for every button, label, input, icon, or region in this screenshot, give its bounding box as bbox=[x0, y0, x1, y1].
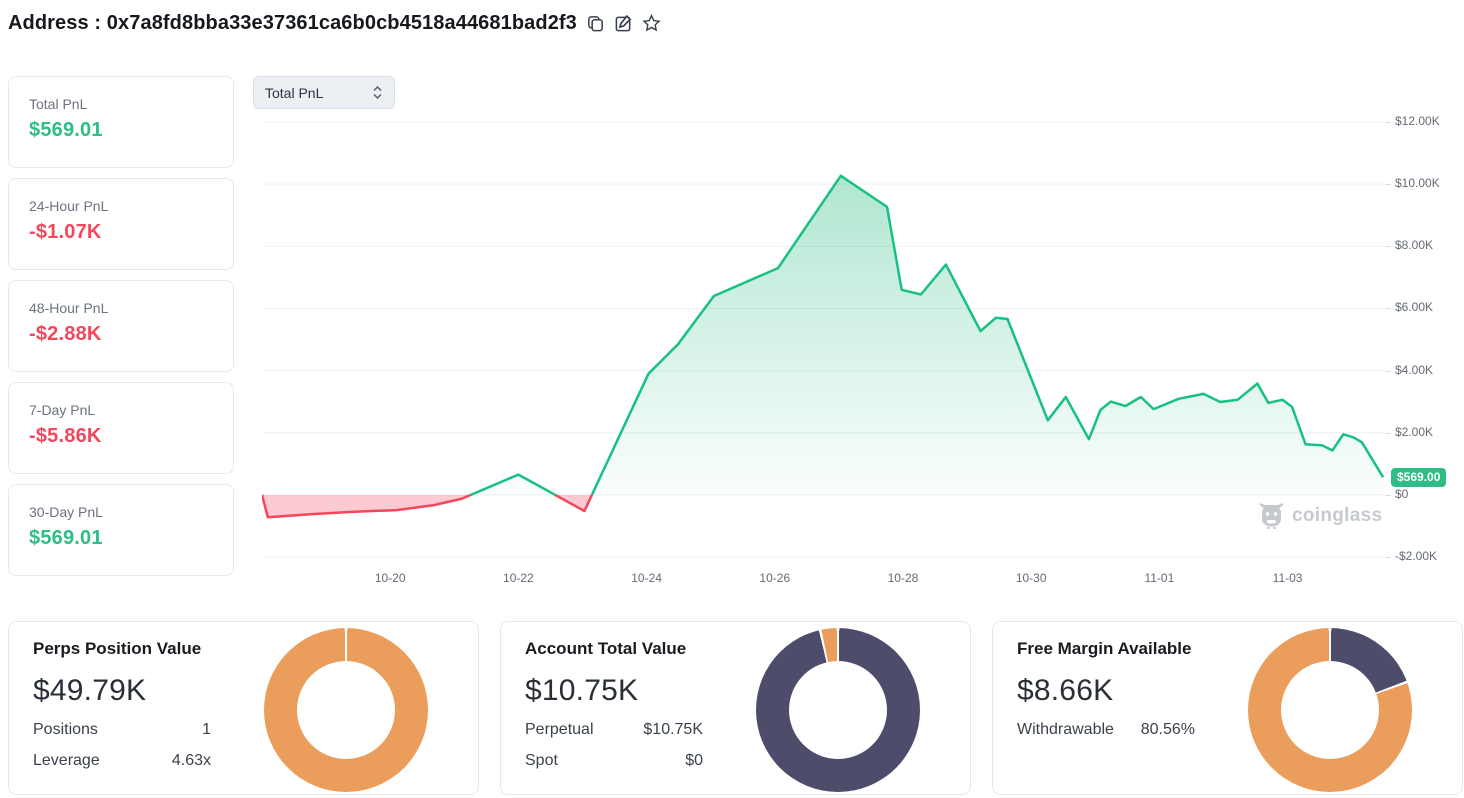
card-free-margin-available: Free Margin Available $8.66K Withdrawabl… bbox=[992, 621, 1463, 795]
pnl-summary-column: Total PnL $569.01 24-Hour PnL -$1.07K 48… bbox=[8, 76, 234, 576]
pnl-card-value: -$2.88K bbox=[29, 323, 102, 345]
pnl-area-chart[interactable] bbox=[262, 110, 1385, 562]
account-total-donut-chart bbox=[756, 628, 920, 792]
y-axis-tick-label: -$2.00K bbox=[1386, 549, 1459, 563]
watermark-text: coinglass bbox=[1292, 504, 1383, 526]
pnl-card-label: 24-Hour PnL bbox=[29, 198, 109, 214]
chart-metric-select[interactable]: Total PnL bbox=[253, 76, 395, 109]
y-axis-tick-label: $12.00K bbox=[1386, 114, 1459, 128]
pnl-card-label: 30-Day PnL bbox=[29, 504, 103, 520]
position-cards-row: Perps Position Value $49.79K Positions 1… bbox=[8, 621, 1464, 795]
coinglass-watermark: coinglass bbox=[1258, 502, 1382, 529]
y-axis-tick-label: $2.00K bbox=[1386, 425, 1459, 439]
y-axis-tick-label: $0 bbox=[1386, 487, 1459, 501]
pnl-card-value: -$5.86K bbox=[29, 425, 102, 447]
card-row: Withdrawable 80.56% bbox=[1017, 721, 1195, 739]
y-axis-tick-label: $8.00K bbox=[1386, 238, 1459, 252]
row-value: $0 bbox=[685, 752, 703, 769]
row-label: Leverage bbox=[33, 752, 100, 769]
row-label: Positions bbox=[33, 721, 98, 738]
card-row: Positions 1 bbox=[33, 721, 211, 739]
edit-icon[interactable] bbox=[614, 14, 633, 33]
card-title: Account Total Value bbox=[525, 639, 687, 658]
last-value-badge: $569.00 bbox=[1391, 468, 1447, 488]
pnl-card-label: 48-Hour PnL bbox=[29, 300, 109, 316]
pnl-card-value: $569.01 bbox=[29, 527, 103, 549]
card-30d-pnl: 30-Day PnL $569.01 bbox=[8, 484, 234, 576]
card-value: $10.75K bbox=[525, 674, 639, 707]
address-title: Address : 0x7a8fd8bba33e37361ca6b0cb4518… bbox=[8, 12, 577, 34]
row-value: 1 bbox=[202, 721, 211, 738]
card-value: $49.79K bbox=[33, 674, 147, 707]
page-header: Address : 0x7a8fd8bba33e37361ca6b0cb4518… bbox=[8, 12, 661, 35]
favorite-star-icon[interactable] bbox=[642, 14, 661, 33]
card-title: Perps Position Value bbox=[33, 639, 202, 658]
pnl-card-value: -$1.07K bbox=[29, 221, 102, 243]
card-title: Free Margin Available bbox=[1017, 639, 1192, 658]
card-7d-pnl: 7-Day PnL -$5.86K bbox=[8, 382, 234, 474]
y-axis-tick-label: $6.00K bbox=[1386, 300, 1459, 314]
card-account-total-value: Account Total Value $10.75K Perpetual $1… bbox=[500, 621, 971, 795]
card-perps-position-value: Perps Position Value $49.79K Positions 1… bbox=[8, 621, 479, 795]
y-axis-tick-label: $10.00K bbox=[1386, 176, 1459, 190]
row-label: Withdrawable bbox=[1017, 721, 1114, 738]
card-row: Leverage 4.63x bbox=[33, 752, 211, 770]
x-axis-tick-label: 10-28 bbox=[887, 571, 919, 585]
perps-position-donut-chart bbox=[264, 628, 428, 792]
row-label: Spot bbox=[525, 752, 558, 769]
card-value: $8.66K bbox=[1017, 674, 1114, 707]
x-axis-tick-label: 11-01 bbox=[1144, 571, 1175, 585]
pnl-card-value: $569.01 bbox=[29, 119, 103, 141]
x-axis-tick-label: 10-22 bbox=[503, 571, 534, 585]
copy-icon[interactable] bbox=[586, 14, 605, 33]
card-row: Spot $0 bbox=[525, 752, 703, 770]
pnl-card-label: 7-Day PnL bbox=[29, 402, 96, 418]
row-value: $10.75K bbox=[643, 721, 703, 738]
x-axis-tick-label: 10-20 bbox=[374, 571, 406, 585]
free-margin-donut-chart bbox=[1248, 628, 1412, 792]
row-label: Perpetual bbox=[525, 721, 594, 738]
card-48h-pnl: 48-Hour PnL -$2.88K bbox=[8, 280, 234, 372]
coinglass-bull-icon bbox=[1259, 503, 1284, 529]
chart-metric-select-value: Total PnL bbox=[265, 84, 324, 101]
row-value: 4.63x bbox=[171, 752, 211, 769]
row-value: 80.56% bbox=[1140, 721, 1195, 738]
card-total-pnl: Total PnL $569.01 bbox=[8, 76, 234, 168]
pnl-card-label: Total PnL bbox=[29, 96, 88, 112]
x-axis-tick-label: 11-03 bbox=[1272, 571, 1303, 585]
chevron-up-down-icon bbox=[373, 85, 382, 100]
card-24h-pnl: 24-Hour PnL -$1.07K bbox=[8, 178, 234, 270]
x-axis-tick-label: 10-30 bbox=[1015, 571, 1047, 585]
card-row: Perpetual $10.75K bbox=[525, 721, 703, 739]
y-axis-tick-label: $4.00K bbox=[1386, 363, 1459, 377]
x-axis-tick-label: 10-26 bbox=[759, 571, 791, 585]
x-axis-tick-label: 10-24 bbox=[631, 571, 662, 585]
